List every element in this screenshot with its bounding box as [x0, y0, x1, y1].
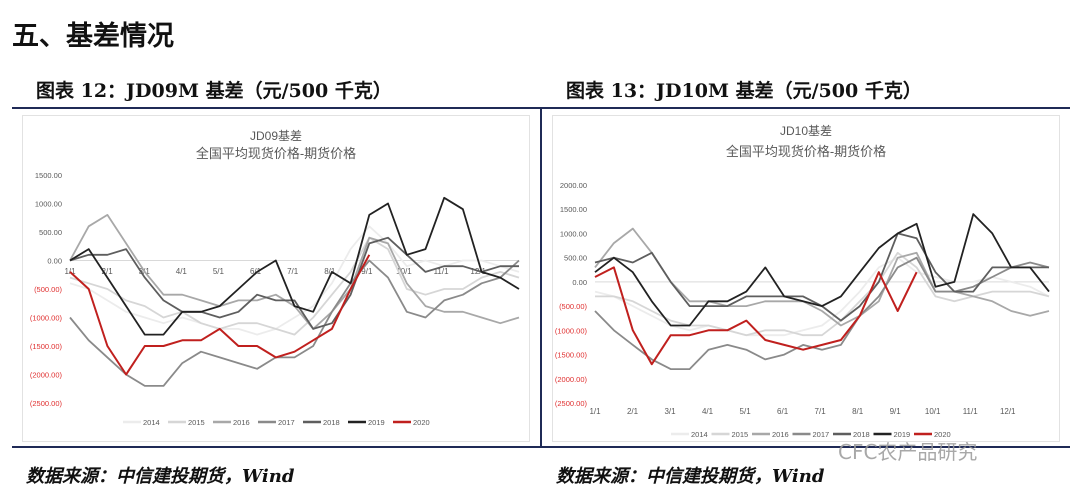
chart-jd09-basis: JD09基差全国平均现货价格-期货价格 1500.00 1000.00 500.00 0… — [22, 115, 530, 442]
y-tick-label: 500.00 — [39, 228, 62, 237]
x-tick-label: 9/1 — [890, 407, 902, 416]
x-tick-label: 1/1 — [64, 267, 76, 276]
legend-label-2019: 2019 — [894, 430, 911, 439]
chart-title: JD10基差 — [780, 124, 832, 138]
series-line-2015 — [595, 251, 1050, 337]
figure-divider — [540, 107, 542, 447]
chart-subtitle: 全国平均现货价格-期货价格 — [196, 146, 356, 161]
x-tick-label: 2/1 — [627, 407, 639, 416]
x-tick-label: 11/1 — [434, 267, 450, 276]
y-tick-label: 1000.00 — [35, 200, 62, 209]
figure-13-source: 数据来源：中信建投期货，Wind — [556, 466, 825, 487]
x-tick-label: 7/1 — [287, 267, 299, 276]
x-tick-label: 8/1 — [852, 407, 864, 416]
x-tick-label: 2/1 — [102, 267, 114, 276]
series-line-2020 — [69, 254, 371, 376]
series-line-2019 — [69, 196, 520, 336]
section-title: 五、基差情况 — [12, 21, 174, 52]
y-tick-label: 0.00 — [572, 278, 587, 287]
y-tick-label: (1000.00) — [555, 326, 588, 335]
y-tick-label: (1000.00) — [30, 314, 63, 323]
legend-label-2015: 2015 — [188, 418, 205, 427]
legend-label-2020: 2020 — [934, 430, 951, 439]
series-line-2020 — [594, 266, 918, 366]
x-tick-label: 9/1 — [361, 267, 373, 276]
series-line-2015 — [69, 236, 520, 336]
series-line-2019 — [594, 213, 1050, 327]
y-tick-label: 500.00 — [564, 254, 587, 263]
chart-title: JD09基差 — [250, 129, 302, 143]
y-tick-label: (2000.00) — [555, 375, 588, 384]
legend-label-2015: 2015 — [732, 430, 749, 439]
y-tick-label: 1000.00 — [560, 229, 587, 238]
figure-13-caption: 图表 13：JD10M 基差（元/500 千克） — [566, 80, 922, 102]
x-tick-label: 5/1 — [213, 267, 225, 276]
y-tick-label: (2500.00) — [30, 399, 63, 408]
x-tick-label: 10/1 — [925, 407, 941, 416]
series-line-2016 — [594, 227, 1050, 327]
legend-label-2016: 2016 — [233, 418, 250, 427]
x-tick-label: 7/1 — [815, 407, 827, 416]
chart-subtitle: 全国平均现货价格-期货价格 — [726, 144, 886, 159]
y-tick-label: 0.00 — [47, 257, 62, 266]
y-tick-label: (500.00) — [559, 302, 587, 311]
legend-label-2014: 2014 — [143, 418, 160, 427]
x-tick-label: 6/1 — [777, 407, 789, 416]
legend-label-2018: 2018 — [323, 418, 340, 427]
figure-12-source: 数据来源：中信建投期货，Wind — [26, 466, 295, 487]
watermark: CFC农产品研究 — [838, 440, 978, 464]
legend-label-2019: 2019 — [368, 418, 385, 427]
y-tick-label: (2000.00) — [30, 371, 63, 380]
x-tick-label: 6/1 — [250, 267, 262, 276]
x-tick-label: 8/1 — [324, 267, 336, 276]
y-tick-label: 2000.00 — [560, 181, 587, 190]
y-tick-label: (500.00) — [34, 285, 62, 294]
legend-label-2020: 2020 — [413, 418, 430, 427]
x-tick-label: 12/1 — [1000, 407, 1016, 416]
series-line-2017 — [594, 256, 1050, 371]
x-tick-label: 4/1 — [702, 407, 714, 416]
x-tick-label: 4/1 — [176, 267, 188, 276]
y-tick-label: (1500.00) — [30, 342, 63, 351]
x-tick-label: 1/1 — [589, 407, 601, 416]
legend-label-2014: 2014 — [691, 430, 708, 439]
y-tick-label: 1500.00 — [35, 171, 62, 180]
y-tick-label: (1500.00) — [555, 351, 588, 360]
legend-label-2018: 2018 — [853, 430, 870, 439]
legend-label-2016: 2016 — [772, 430, 789, 439]
series-line-2014 — [69, 225, 520, 336]
series-line-2017 — [69, 259, 520, 387]
x-tick-label: 3/1 — [664, 407, 676, 416]
x-tick-label: 11/1 — [963, 407, 979, 416]
chart-jd10-basis: JD10基差全国平均现货价格-期货价格 2000.00 1500.00 1000.00… — [552, 115, 1060, 442]
series-line-2018 — [69, 236, 519, 330]
figure-12-caption: 图表 12：JD09M 基差（元/500 千克） — [36, 80, 392, 102]
footer-rule — [12, 446, 1070, 448]
legend-label-2017: 2017 — [278, 418, 295, 427]
x-tick-label: 5/1 — [740, 407, 752, 416]
y-tick-label: (2500.00) — [555, 399, 588, 408]
y-tick-label: 1500.00 — [560, 205, 587, 214]
legend-label-2017: 2017 — [813, 430, 830, 439]
series-line-2018 — [594, 232, 1049, 322]
x-tick-label: 10/1 — [396, 267, 412, 276]
